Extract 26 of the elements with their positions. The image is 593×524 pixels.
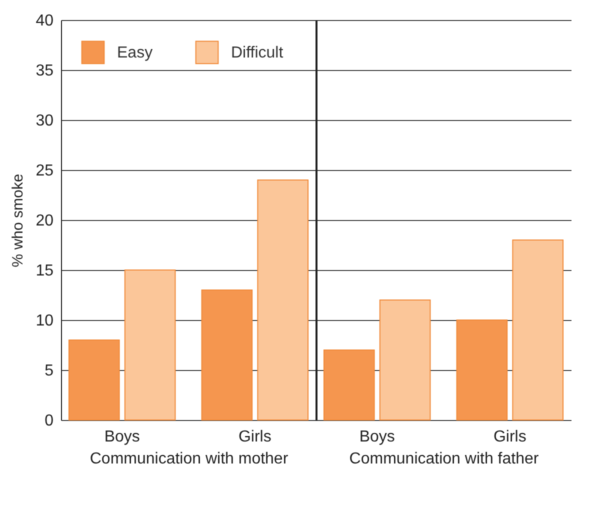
bar <box>68 340 120 420</box>
bar <box>456 320 508 420</box>
y-tick-label: 10 <box>36 312 54 330</box>
y-tick-label: 5 <box>44 362 54 380</box>
bar <box>323 350 375 420</box>
y-tick-label: 35 <box>36 62 54 80</box>
y-axis-title: % who smoke <box>10 174 27 268</box>
y-tick-label: 30 <box>36 112 54 130</box>
y-tick-label: 25 <box>36 162 54 180</box>
y-tick-label: 15 <box>36 262 54 280</box>
y-tick-label: 0 <box>44 412 54 430</box>
legend-label: Easy <box>117 44 153 62</box>
y-tick-label: 40 <box>36 12 54 30</box>
x-tick-label: Boys <box>104 428 140 446</box>
y-tick-label: 20 <box>36 212 54 230</box>
x-tick-label: Girls <box>238 428 272 446</box>
bar <box>512 240 564 420</box>
bar <box>201 290 253 420</box>
x-tick-label: Boys <box>359 428 395 446</box>
bar <box>124 270 176 420</box>
x-axis-title: Communication with mother <box>90 450 289 468</box>
legend-label: Difficult <box>231 44 284 62</box>
bar <box>257 180 309 420</box>
x-tick-label: Girls <box>493 428 526 446</box>
bar <box>379 300 431 420</box>
x-axis-title: Communication with father <box>349 450 540 468</box>
